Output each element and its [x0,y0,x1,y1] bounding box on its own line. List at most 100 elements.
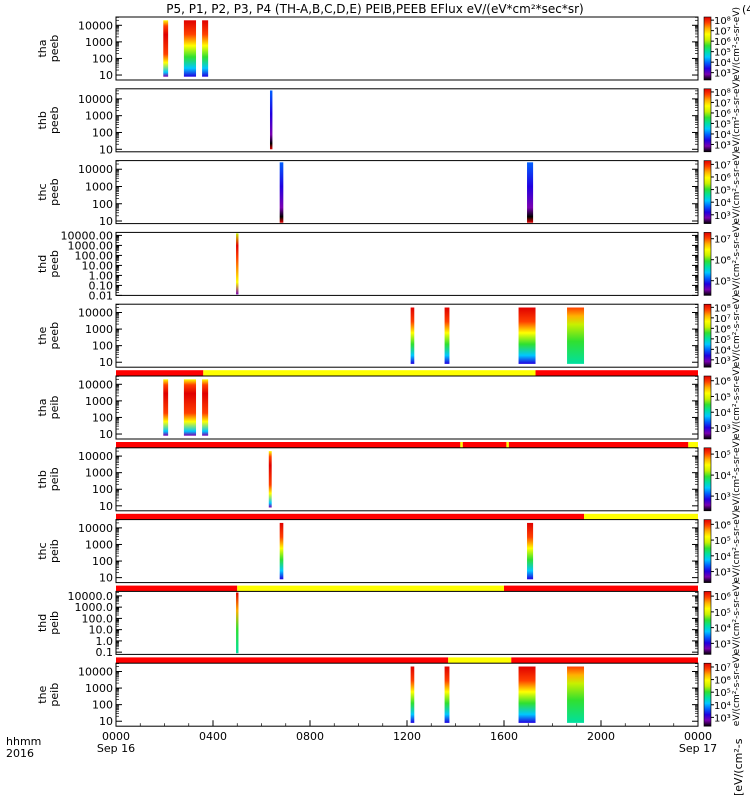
colorbar-tick-label: 10⁴ [714,624,731,635]
y-tick-label: 1000 [85,467,113,480]
status-bar-segment [584,513,698,520]
colorbar-tick-label: 10⁴ [714,552,731,563]
y-tick-label: 10000.00 [61,229,114,242]
spectrogram-block [183,379,197,436]
spectrogram-block [163,379,169,436]
y-axis-instrument-label: peib [48,611,61,635]
colorbar-tick-label: 10⁵ [714,119,731,130]
spectrogram-block [269,90,273,150]
x-tick-label: 1200 [393,730,421,743]
colorbar-tick-label: 10⁷ [714,27,731,38]
x-tick-label: 2000 [587,730,615,743]
colorbar [703,447,712,512]
y-tick-label: 10 [99,215,113,228]
status-bar-segment [237,585,504,592]
colorbar-tick-label: 10⁶ [714,109,731,120]
colorbar-tick-label: 10⁵ [714,688,731,699]
spectrogram-block [410,307,415,364]
colorbar-tick-label: 10⁵ [714,48,731,59]
y-tick-label: 1000 [85,682,113,695]
colorbar-units-overlay: eV/(cm²-s-sr-eV) [732,151,742,224]
spectrogram-block [236,592,239,654]
spectrogram-block [202,379,209,436]
colorbar-tick-label: 10⁴ [714,58,731,69]
status-bar-segment [504,585,698,592]
panel-frame [115,16,699,81]
x-tick-label: 1600 [490,730,518,743]
colorbar-tick-label: 10⁶ [714,37,731,48]
colorbar-tick-label: 10⁷ [714,98,731,109]
spectrogram-block [444,666,450,723]
y-tick-label: 0.1 [96,646,114,659]
status-bar-segment [460,442,463,448]
colorbar-tick-label: 10⁶ [714,173,731,184]
panel-frame [115,375,699,440]
y-tick-label: 1000 [85,395,113,408]
y-tick-label: 1000 [85,110,113,123]
y-axis-probe-label: tha [36,39,49,57]
spectrogram-block [567,307,585,364]
spectrogram-block [527,162,534,223]
y-axis-instrument-label: peeb [48,322,61,350]
colorbar-tick-label: 10⁵ [714,277,731,288]
panel-frame [115,303,699,368]
status-bar-segment [116,442,461,448]
status-bar-segment [116,370,204,377]
status-bar-segment [116,657,449,664]
status-bar-segment [508,442,689,448]
y-axis-probe-label: thc [36,542,49,559]
colorbar-tick-label: 10⁵ [714,392,731,403]
y-tick-label: 10000 [78,522,113,535]
colorbar-tick-label: 10⁸ [714,88,731,99]
colorbar-units-label: [eV/(cm²-s [732,738,745,796]
spectrogram-block [518,666,536,723]
colorbar [703,591,712,655]
y-axis-instrument-label: peib [48,683,61,707]
spectrogram-block [163,20,169,77]
y-tick-label: 1.00 [89,269,114,282]
y-tick-label: 10000 [78,665,113,678]
colorbar-units-overlay: eV/(cm²-s-sr-eV) [732,438,742,511]
colorbar-tick-label: 10³ [714,713,731,724]
panel-thb-peib: 10000 1000 100 10 thb peib 10⁵ 10⁴ 10³ eV/(cm²-s-… [36,438,742,520]
colorbar [703,88,712,153]
colorbar-tick-label: 10⁵ [714,186,731,197]
colorbar [703,303,712,368]
colorbar-tick-label: 10⁵ [714,536,731,547]
status-bar-segment [462,442,507,448]
colorbar-tick-label: 10⁴ [714,701,731,712]
colorbar-units-overlay: eV/(cm²-s-sr-eV) [732,222,742,295]
y-axis-probe-label: thb [36,111,49,129]
y-tick-label: 10000 [78,93,113,106]
y-tick-label: 10000.0 [68,590,114,603]
y-tick-label: 100 [92,699,113,712]
status-bar-segment [116,585,238,592]
spectrogram-block [410,666,415,723]
y-axis-probe-label: thd [36,614,49,632]
chart-title: P5, P1, P2, P3, P4 (TH-A,B,C,D,E) PEIB,P… [166,2,583,16]
panel-thc-peib: 10000 1000 100 10 thc peib 10⁶ 10⁵ 10⁴ 10³ eV/(cm²… [36,510,742,592]
colorbar-units-overlay: eV/(cm²-s-sr-eV) [732,510,742,583]
colorbar [703,519,712,583]
colorbar-tick-label: 10⁶ [714,520,731,531]
colorbar [703,662,712,727]
colorbar-units-overlay: eV/(cm²-s-sr-eV) [732,79,742,152]
y-tick-label: 0.10 [89,279,114,292]
y-tick-label: 1000 [85,36,113,49]
spectrogram-block [567,666,585,723]
spectrogram-block [268,451,272,508]
y-tick-label: 100.0 [82,612,114,625]
colorbar-tick-label: 10⁶ [714,256,731,267]
y-axis-probe-label: thc [36,183,49,200]
colorbar [703,16,712,81]
y-tick-label: 10 [99,715,113,728]
colorbar-tick-label: 10⁶ [714,324,731,335]
y-axis-probe-label: the [36,685,49,703]
y-tick-label: 10 [99,428,113,441]
colorbar-tick-label: 10³ [714,568,731,579]
status-bar-segment [203,370,536,377]
chart-title-overflow: (4) [742,3,750,16]
